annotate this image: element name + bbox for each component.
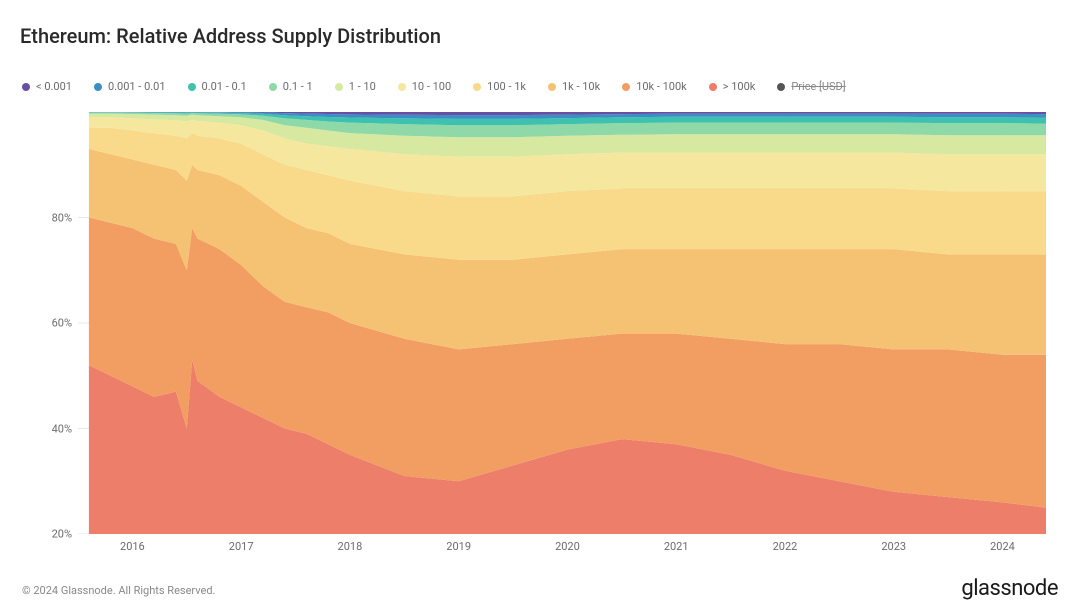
legend-color-dot: [548, 83, 556, 91]
legend-color-dot: [777, 83, 785, 91]
legend-label: Price [USD]: [791, 80, 845, 93]
legend-color-dot: [622, 83, 630, 91]
legend-color-dot: [473, 83, 481, 91]
legend-label: 1 - 10: [349, 80, 376, 93]
legend-color-dot: [335, 83, 343, 91]
chart-plot-area: [78, 112, 1046, 534]
y-tick-label: 20%: [38, 528, 72, 541]
legend-color-dot: [188, 83, 196, 91]
legend-label: 0.1 - 1: [283, 80, 313, 93]
legend-label: 100 - 1k: [487, 80, 526, 93]
x-tick-label: 2018: [338, 540, 363, 553]
legend-label: > 100k: [723, 80, 756, 93]
legend-color-dot: [398, 83, 406, 91]
x-tick-label: 2024: [990, 540, 1015, 553]
x-tick-label: 2023: [881, 540, 906, 553]
legend-item[interactable]: 1k - 10k: [548, 80, 600, 93]
brand-logo: glassnode: [961, 576, 1058, 601]
legend: < 0.001 0.001 - 0.01 0.01 - 0.1 0.1 - 1 1 - …: [22, 80, 846, 93]
x-tick-label: 2020: [555, 540, 580, 553]
x-tick-label: 2022: [773, 540, 798, 553]
y-tick-label: 40%: [38, 422, 72, 435]
area-series: [89, 112, 1046, 534]
legend-item[interactable]: 0.001 - 0.01: [94, 80, 166, 93]
legend-item[interactable]: Price [USD]: [777, 80, 845, 93]
legend-label: < 0.001: [36, 80, 72, 93]
x-tick-label: 2016: [120, 540, 145, 553]
legend-label: 0.01 - 0.1: [202, 80, 247, 93]
legend-label: 10k - 100k: [636, 80, 687, 93]
legend-color-dot: [709, 83, 717, 91]
y-tick-label: 60%: [38, 317, 72, 330]
legend-color-dot: [94, 83, 102, 91]
legend-item[interactable]: > 100k: [709, 80, 756, 93]
legend-item[interactable]: 100 - 1k: [473, 80, 526, 93]
legend-label: 1k - 10k: [562, 80, 600, 93]
x-tick-label: 2017: [229, 540, 254, 553]
x-tick-label: 2019: [446, 540, 471, 553]
copyright-text: © 2024 Glassnode. All Rights Reserved.: [22, 584, 215, 597]
legend-label: 0.001 - 0.01: [108, 80, 166, 93]
legend-item[interactable]: 10 - 100: [398, 80, 451, 93]
chart-title: Ethereum: Relative Address Supply Distri…: [20, 24, 441, 48]
stacked-area-svg: [78, 112, 1046, 534]
legend-item[interactable]: 0.1 - 1: [269, 80, 313, 93]
x-tick-label: 2021: [664, 540, 689, 553]
legend-color-dot: [22, 83, 30, 91]
legend-item[interactable]: 0.01 - 0.1: [188, 80, 247, 93]
legend-color-dot: [269, 83, 277, 91]
legend-item[interactable]: 10k - 100k: [622, 80, 687, 93]
y-tick-label: 80%: [38, 211, 72, 224]
legend-label: 10 - 100: [412, 80, 451, 93]
legend-item[interactable]: < 0.001: [22, 80, 72, 93]
legend-item[interactable]: 1 - 10: [335, 80, 376, 93]
